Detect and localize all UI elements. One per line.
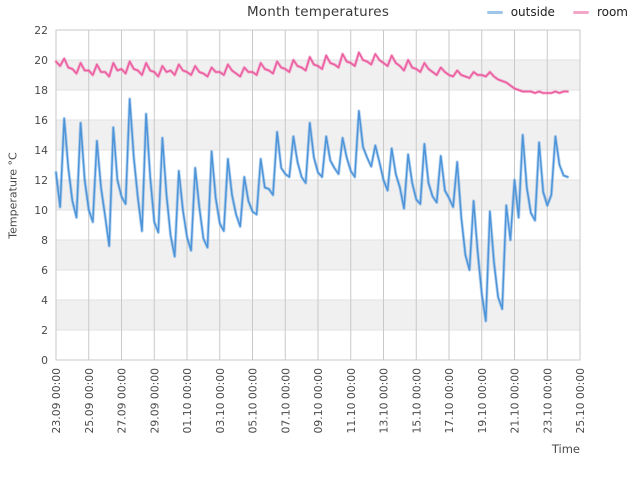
y-tick-label: 0 <box>41 354 48 367</box>
x-tick-label: 01.10 00:00 <box>181 368 194 434</box>
y-tick-label: 6 <box>41 264 48 277</box>
y-tick-label: 2 <box>41 324 48 337</box>
y-tick-label: 8 <box>41 234 48 247</box>
chart-title: Month temperatures <box>246 4 390 20</box>
y-tick-label: 12 <box>34 174 48 187</box>
x-tick-label: 23.09 00:00 <box>50 368 63 434</box>
y-tick-label: 14 <box>34 144 48 157</box>
x-tick-label: 29.09 00:00 <box>148 368 161 434</box>
room-line <box>55 51 569 94</box>
y-tick-label: 4 <box>41 294 48 307</box>
x-tick-label: 03.10 00:00 <box>214 368 227 434</box>
x-tick-label: 19.10 00:00 <box>476 368 489 434</box>
legend-item-room[interactable]: room <box>572 5 628 19</box>
x-tick-label: 11.10 00:00 <box>345 368 358 434</box>
y-tick-label: 22 <box>34 24 48 37</box>
x-tick-label: 09.10 00:00 <box>312 368 325 434</box>
room-line-swatch-icon <box>572 10 589 14</box>
x-tick-label: 21.10 00:00 <box>509 368 522 434</box>
x-tick-label: 27.09 00:00 <box>116 368 129 434</box>
x-tick-label: 15.10 00:00 <box>410 368 423 434</box>
outside-line <box>55 98 569 322</box>
legend: outside room <box>486 5 628 19</box>
x-tick-label: 17.10 00:00 <box>443 368 456 434</box>
x-tick-label: 25.10 00:00 <box>574 368 587 434</box>
x-axis-title: Time <box>551 442 580 456</box>
plot-border <box>55 29 581 361</box>
x-tick-label: 07.10 00:00 <box>279 368 292 434</box>
y-tick-label: 20 <box>34 54 48 67</box>
y-tick-label: 10 <box>34 204 48 217</box>
legend-item-outside[interactable]: outside <box>486 5 555 19</box>
x-tick-label: 13.10 00:00 <box>378 368 391 434</box>
outside-line-swatch-icon <box>486 10 503 14</box>
y-tick-label: 16 <box>34 114 48 127</box>
x-tick-label: 23.10 00:00 <box>541 368 554 434</box>
y-tick-label: 18 <box>34 84 48 97</box>
x-tick-label: 05.10 00:00 <box>247 368 260 434</box>
x-tick-label: 25.09 00:00 <box>83 368 96 434</box>
legend-label-outside: outside <box>510 5 555 19</box>
legend-label-room: room <box>596 5 628 19</box>
